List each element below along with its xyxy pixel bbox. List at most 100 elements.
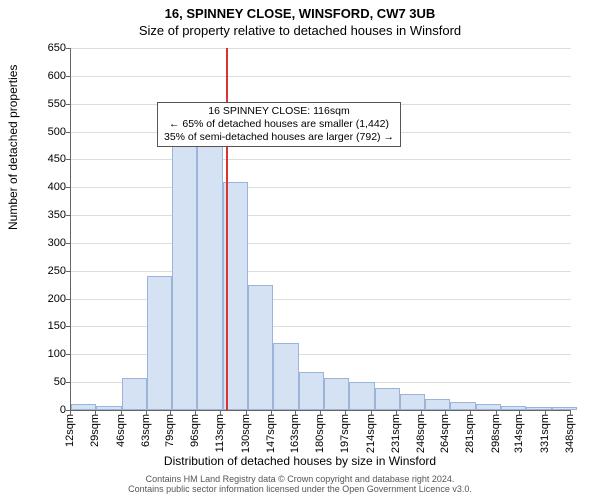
x-tick-label: 348sqm: [564, 414, 576, 453]
x-tick: [519, 410, 520, 415]
x-tick-label: 130sqm: [240, 414, 252, 453]
y-tick-label: 200: [31, 293, 66, 305]
x-tick: [220, 410, 221, 415]
x-tick-label: 180sqm: [314, 414, 326, 453]
y-tick-label: 300: [31, 237, 66, 249]
callout-line-3: 35% of semi-detached houses are larger (…: [164, 131, 394, 144]
x-tick-label: 331sqm: [539, 414, 551, 453]
x-tick-label: 214sqm: [365, 414, 377, 453]
y-tick: [66, 187, 71, 188]
y-tick: [66, 354, 71, 355]
histogram-bar: [324, 378, 349, 410]
x-tick-label: 96sqm: [189, 414, 201, 447]
x-tick-label: 281sqm: [464, 414, 476, 453]
y-tick-label: 0: [31, 404, 66, 416]
x-tick-label: 264sqm: [439, 414, 451, 453]
callout-line-1: 16 SPINNEY CLOSE: 116sqm: [164, 105, 394, 118]
x-tick-label: 248sqm: [415, 414, 427, 453]
histogram-bar: [71, 404, 96, 410]
y-tick: [66, 243, 71, 244]
x-tick: [445, 410, 446, 415]
gridline: [71, 187, 571, 188]
x-tick-label: 147sqm: [265, 414, 277, 453]
y-tick: [66, 326, 71, 327]
y-tick-label: 550: [31, 98, 66, 110]
x-tick: [146, 410, 147, 415]
page-title-2: Size of property relative to detached ho…: [0, 21, 600, 38]
x-tick-label: 231sqm: [390, 414, 402, 453]
x-tick-label: 113sqm: [214, 414, 226, 452]
histogram-bar: [501, 406, 526, 410]
x-tick: [271, 410, 272, 415]
histogram-bar: [147, 276, 172, 410]
y-tick: [66, 299, 71, 300]
histogram-bar: [172, 120, 197, 410]
gridline: [71, 76, 571, 77]
y-tick: [66, 76, 71, 77]
histogram-bar: [96, 406, 121, 410]
histogram-bar: [450, 402, 475, 410]
x-axis-title: Distribution of detached houses by size …: [0, 454, 600, 468]
y-tick: [66, 215, 71, 216]
x-tick: [345, 410, 346, 415]
x-tick-label: 314sqm: [513, 414, 525, 453]
x-tick: [121, 410, 122, 415]
gridline: [71, 215, 571, 216]
y-tick-label: 150: [31, 320, 66, 332]
x-tick-label: 29sqm: [89, 414, 101, 447]
y-tick: [66, 159, 71, 160]
histogram-bar: [248, 285, 273, 410]
y-tick-label: 50: [31, 376, 66, 388]
histogram-bar: [273, 343, 298, 410]
callout-line-2: ← 65% of detached houses are smaller (1,…: [164, 118, 394, 131]
x-tick: [70, 410, 71, 415]
x-tick: [545, 410, 546, 415]
histogram-bar: [349, 382, 374, 410]
x-tick: [170, 410, 171, 415]
y-tick: [66, 271, 71, 272]
x-tick-label: 197sqm: [339, 414, 351, 453]
x-tick: [371, 410, 372, 415]
page-title-1: 16, SPINNEY CLOSE, WINSFORD, CW7 3UB: [0, 0, 600, 21]
y-tick: [66, 132, 71, 133]
y-tick-label: 100: [31, 348, 66, 360]
x-tick-label: 163sqm: [289, 414, 301, 453]
callout-box: 16 SPINNEY CLOSE: 116sqm ← 65% of detach…: [157, 102, 401, 147]
histogram-bar: [425, 399, 450, 410]
x-tick: [570, 410, 571, 415]
plot-area: 16 SPINNEY CLOSE: 116sqm ← 65% of detach…: [70, 48, 571, 411]
x-tick: [320, 410, 321, 415]
x-tick-label: 298sqm: [490, 414, 502, 453]
histogram-bar: [375, 388, 400, 410]
footer-text: Contains HM Land Registry data © Crown c…: [0, 474, 600, 495]
y-axis-title: Number of detached properties: [6, 65, 20, 230]
histogram-bar: [122, 378, 147, 410]
y-tick: [66, 382, 71, 383]
y-tick-label: 650: [31, 42, 66, 54]
histogram-bar: [299, 372, 324, 410]
y-tick: [66, 104, 71, 105]
y-tick-label: 350: [31, 209, 66, 221]
x-tick: [295, 410, 296, 415]
x-tick: [421, 410, 422, 415]
x-tick-label: 46sqm: [115, 414, 127, 447]
x-tick: [470, 410, 471, 415]
x-tick-label: 12sqm: [64, 414, 76, 447]
gridline: [71, 243, 571, 244]
x-tick: [195, 410, 196, 415]
y-tick: [66, 48, 71, 49]
y-tick-label: 250: [31, 265, 66, 277]
footer-line-2: Contains public sector information licen…: [0, 484, 600, 494]
y-tick-label: 600: [31, 70, 66, 82]
footer-line-1: Contains HM Land Registry data © Crown c…: [0, 474, 600, 484]
x-tick-label: 63sqm: [140, 414, 152, 447]
histogram-bar: [552, 407, 577, 410]
histogram-bar: [197, 127, 222, 410]
x-tick-label: 79sqm: [164, 414, 176, 447]
x-tick: [246, 410, 247, 415]
histogram-bar: [400, 394, 425, 410]
x-tick: [95, 410, 96, 415]
histogram-bar: [476, 404, 501, 410]
y-tick-label: 400: [31, 181, 66, 193]
gridline: [71, 271, 571, 272]
